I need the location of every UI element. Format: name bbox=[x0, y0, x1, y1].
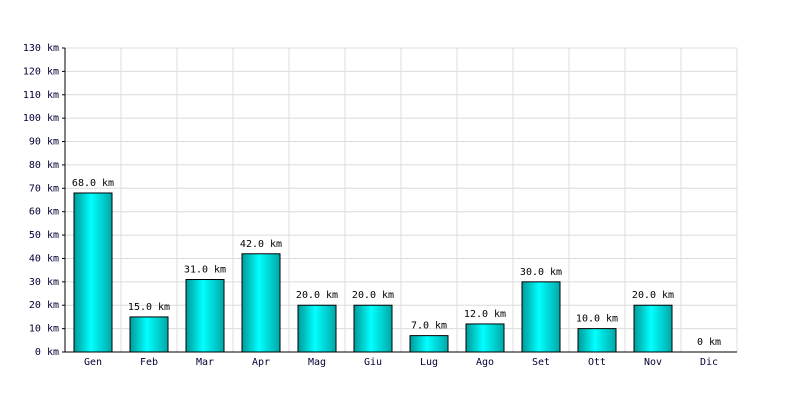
x-tick-label: Ago bbox=[476, 357, 494, 368]
value-label: 68.0 km bbox=[72, 178, 114, 189]
y-tick-label: 100 km bbox=[23, 113, 59, 124]
y-tick-label: 10 km bbox=[29, 324, 59, 335]
bar bbox=[73, 192, 113, 353]
value-label: 10.0 km bbox=[576, 314, 618, 325]
value-label: 12.0 km bbox=[464, 309, 506, 320]
y-tick-label: 70 km bbox=[29, 183, 59, 194]
value-label: 15.0 km bbox=[128, 302, 170, 313]
y-tick-label: 110 km bbox=[23, 90, 59, 101]
x-tick-label: Set bbox=[532, 357, 550, 368]
y-tick-label: 130 km bbox=[23, 43, 59, 54]
y-tick-label: 90 km bbox=[29, 137, 59, 148]
x-tick-label: Apr bbox=[252, 357, 270, 368]
y-tick-label: 80 km bbox=[29, 160, 59, 171]
bar bbox=[409, 335, 449, 353]
bar bbox=[633, 304, 673, 353]
value-label: 20.0 km bbox=[352, 290, 394, 301]
x-tick-label: Gen bbox=[84, 357, 102, 368]
y-tick-label: 0 km bbox=[35, 347, 59, 358]
y-tick-label: 20 km bbox=[29, 300, 59, 311]
bar bbox=[241, 253, 281, 353]
x-tick-label: Mag bbox=[308, 357, 326, 368]
y-tick-label: 120 km bbox=[23, 66, 59, 77]
y-tick-label: 40 km bbox=[29, 253, 59, 264]
bar bbox=[577, 328, 617, 353]
bar bbox=[521, 281, 561, 353]
value-label: 30.0 km bbox=[520, 267, 562, 278]
x-tick-label: Mar bbox=[196, 357, 214, 368]
value-label: 20.0 km bbox=[632, 290, 674, 301]
bar bbox=[297, 304, 337, 353]
x-tick-label: Lug bbox=[420, 357, 438, 368]
value-label: 20.0 km bbox=[296, 290, 338, 301]
x-tick-label: Feb bbox=[140, 357, 158, 368]
value-label: 31.0 km bbox=[184, 265, 226, 276]
y-tick-label: 60 km bbox=[29, 207, 59, 218]
bar bbox=[129, 316, 169, 353]
bar bbox=[465, 323, 505, 353]
x-tick-label: Giu bbox=[364, 357, 382, 368]
bar bbox=[353, 304, 393, 353]
x-tick-label: Ott bbox=[588, 357, 606, 368]
y-tick-label: 30 km bbox=[29, 277, 59, 288]
y-tick-label: 50 km bbox=[29, 230, 59, 241]
x-tick-label: Nov bbox=[644, 357, 662, 368]
x-tick-label: Dic bbox=[700, 357, 718, 368]
value-label: 0 km bbox=[697, 337, 721, 348]
value-label: 42.0 km bbox=[240, 239, 282, 250]
bar bbox=[185, 279, 225, 353]
value-label: 7.0 km bbox=[411, 321, 447, 332]
